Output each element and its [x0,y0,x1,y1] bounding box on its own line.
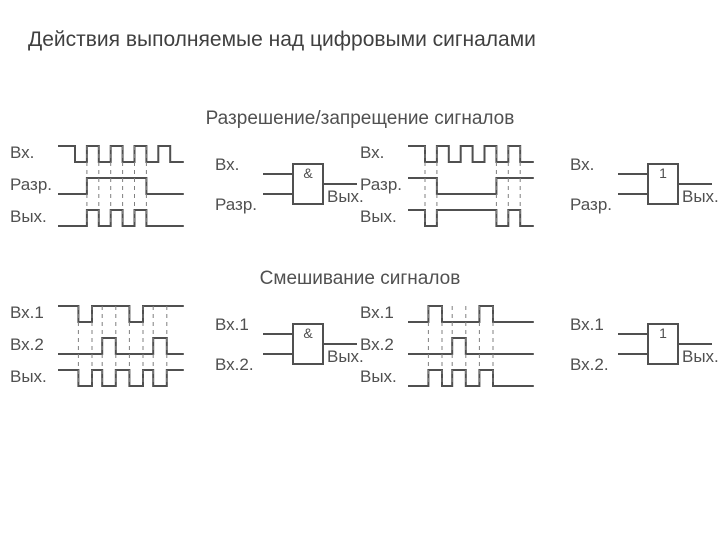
section-enable-title: Разрешение/запрещение сигналов [0,108,720,130]
gate-out-label: Вых. [327,347,364,366]
waveform-out [408,210,534,226]
gate-enable-and: Вх. Разр. &Вых. [215,155,364,214]
waveform-in2 [408,338,534,354]
gate-in-bot-label: Разр. [570,195,612,214]
gate-symbol: 1 [659,165,667,181]
gate-symbol: & [303,325,313,341]
gate-in-top-label: Вх. [215,155,239,174]
wave-mix-right: Вх.1 Вх.2 Вых. [360,303,534,386]
waveform-in2 [58,338,184,354]
gate-in-top-label: Вх.1 [570,315,604,334]
gate-mix-or: Вх.1 Вх.2. 1 Вых. [570,315,719,374]
wave-enable-right: Вх. Разр. Вых. [360,143,534,226]
label-out: Вых. [360,367,397,386]
gate-out-label: Вых. [682,187,719,206]
gate-enable-or: Вх. Разр. 1 Вых. [570,155,719,214]
gate-in-top-label: Вх. [570,155,594,174]
gate-in-bot-label: Разр. [215,195,257,214]
gate-in-top-label: Вх.1 [215,315,249,334]
waveform-in [58,146,184,162]
wave-enable-left: Вх. Разр. Вых. [10,143,184,226]
label-out: Вых. [360,207,397,226]
waveform-perm [408,178,534,194]
waveform-in1 [408,306,534,322]
label-out: Вых. [10,367,47,386]
waveform-in [408,146,534,162]
waveform-out [58,210,184,226]
diagram-mix-row: Вх.1 Вх.2 Вых. Вх.1Вх.2.&Вых. Вх.1 Вх.2 … [0,292,720,412]
label-out: Вых. [10,207,47,226]
diagram-enable-row: Вх. Разр. Вых. Вх.Разр.&Вых. Вх. Разр. В… [0,132,720,252]
gate-symbol: 1 [659,325,667,341]
label-in1: Вх.1 [360,303,394,322]
gate-mix-and: Вх.1 Вх.2. &Вых. [215,315,364,374]
label-in: Вх. [360,143,384,162]
gate-in-bot-label: Вх.2. [215,355,254,374]
label-in2: Вх.2 [360,335,394,354]
gate-out-label: Вых. [327,187,364,206]
gate-symbol: & [303,165,313,181]
wave-mix-left: Вх.1 Вх.2 Вых. [10,303,184,386]
page-title: Действия выполняемые над цифровыми сигна… [28,28,536,52]
waveform-perm [58,178,184,194]
label-in1: Вх.1 [10,303,44,322]
label-in: Вх. [10,143,34,162]
gate-in-bot-label: Вх.2. [570,355,609,374]
waveform-in1 [58,306,184,322]
label-in2: Вх.2 [10,335,44,354]
label-perm: Разр. [10,175,52,194]
waveform-out [58,370,184,386]
section-mix-title: Смешивание сигналов [0,268,720,290]
gate-out-label: Вых. [682,347,719,366]
waveform-out [408,370,534,386]
label-perm: Разр. [360,175,402,194]
